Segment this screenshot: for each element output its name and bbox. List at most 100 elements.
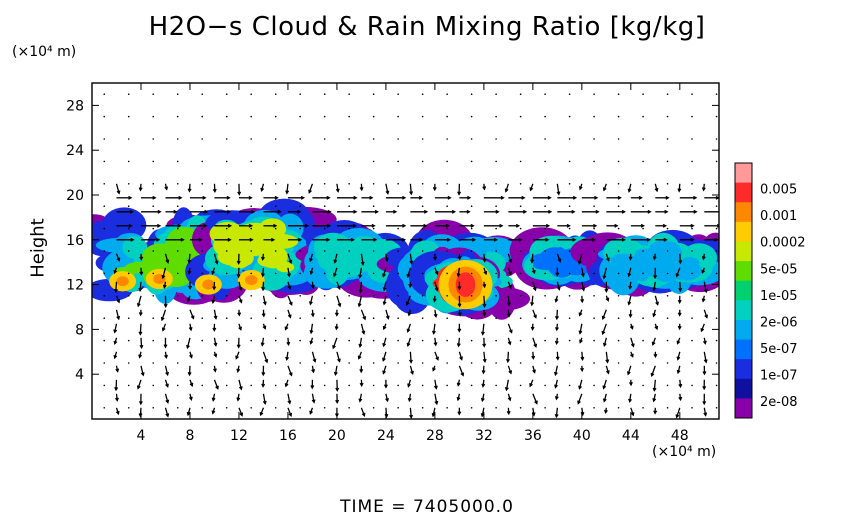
grid-dot: [103, 138, 106, 140]
grid-dot: [666, 362, 669, 364]
wind-arrowhead: [677, 325, 682, 331]
wind-arrowhead: [189, 354, 193, 359]
wind-arrowhead: [358, 343, 363, 348]
grid-dot: [176, 183, 179, 185]
wind-arrow: [286, 351, 289, 360]
grid-dot: [519, 295, 522, 297]
grid-dot: [103, 115, 106, 118]
grid-dot: [446, 362, 448, 364]
grid-dot: [103, 272, 106, 275]
wind-arrowhead: [556, 191, 561, 196]
grid-dot: [372, 362, 375, 364]
wind-arrowhead: [702, 371, 707, 376]
grid-dot: [617, 227, 620, 230]
wind-arrow: [703, 351, 707, 363]
grid-dot: [348, 272, 350, 275]
wind-arrowhead: [627, 301, 632, 306]
wind-arrowhead: [702, 386, 707, 391]
wind-arrowhead: [161, 274, 166, 280]
wind-arrow: [507, 365, 512, 374]
wind-arrow: [507, 323, 513, 333]
wind-arrowhead: [359, 369, 364, 374]
grid-dot: [397, 115, 399, 118]
wind-arrowhead: [471, 237, 477, 242]
wind-arrowhead: [652, 387, 657, 392]
wind-arrowhead: [507, 341, 512, 346]
wind-arrowhead: [402, 195, 407, 200]
grid-dot: [519, 407, 522, 409]
grid-dot: [715, 160, 718, 163]
wind-arrowhead: [483, 270, 488, 276]
wind-arrow: [432, 323, 436, 334]
wind-arrow: [603, 393, 607, 402]
grid-dot: [274, 407, 277, 409]
wind-arrowhead: [136, 385, 141, 390]
wind-arrowhead: [495, 209, 500, 214]
wind-arrowhead: [237, 312, 242, 317]
grid-dot: [372, 250, 375, 252]
grid-dot: [421, 339, 424, 342]
wind-arrowhead: [239, 412, 244, 417]
wind-arrowhead: [554, 298, 559, 303]
wind-arrowhead: [187, 188, 192, 193]
wind-arrowhead: [701, 187, 706, 192]
wind-arrowhead: [385, 315, 390, 320]
x-tick-label: 20: [328, 428, 346, 444]
colorbar-swatch: [735, 241, 752, 262]
wind-arrow: [383, 295, 387, 305]
grid-dot: [470, 205, 473, 207]
grid-dot: [544, 138, 546, 140]
wind-arrowhead: [700, 328, 705, 333]
wind-arrowhead: [165, 399, 170, 404]
wind-arrow: [359, 281, 363, 293]
grid-dot: [519, 317, 522, 320]
wind-arrowhead: [407, 312, 412, 317]
grid-dot: [176, 160, 179, 163]
wind-arrowhead: [235, 355, 239, 360]
wind-arrowhead: [652, 313, 657, 318]
grid-dot: [201, 227, 204, 230]
wind-arrowhead: [605, 297, 610, 302]
grid-dot: [519, 93, 522, 95]
wind-arrowhead: [116, 190, 121, 195]
grid-dot: [617, 93, 620, 95]
wind-arrowhead: [373, 237, 378, 242]
wind-arrowhead: [335, 387, 340, 392]
wind-arrow: [630, 337, 635, 347]
grid-dot: [127, 317, 130, 320]
wind-arrowhead: [521, 195, 526, 200]
grid-dot: [544, 295, 546, 297]
grid-dot: [421, 183, 424, 185]
wind-arrowhead: [211, 299, 216, 304]
wind-arrow: [628, 267, 632, 277]
grid-dot: [127, 295, 130, 297]
x-tick-label: 32: [475, 428, 493, 444]
grid-dot: [446, 317, 448, 320]
grid-dot: [372, 183, 375, 185]
wind-arrowhead: [647, 209, 652, 214]
grid-dot: [495, 407, 497, 409]
grid-dot: [666, 317, 669, 320]
y-axis-unit-label: (×10⁴ m): [12, 44, 77, 60]
colorbar-label: 5e-07: [760, 342, 798, 357]
colorbar-frame: [734, 162, 753, 419]
wind-arrowhead: [553, 371, 558, 377]
grid-dot: [470, 183, 473, 185]
wind-arrow: [532, 407, 535, 416]
wind-arrowhead: [591, 237, 596, 242]
wind-arrow: [578, 253, 583, 264]
wind-arrow: [115, 281, 118, 292]
wind-arrowhead: [701, 256, 706, 261]
wind-arrowhead: [236, 274, 241, 279]
grid-dot: [593, 227, 595, 230]
wind-arrow: [629, 393, 632, 402]
wind-arrowhead: [434, 270, 439, 276]
wind-arrow: [409, 365, 414, 375]
grid-dot: [201, 272, 204, 275]
grid-dot: [470, 138, 473, 140]
wind-arrowhead: [139, 256, 144, 261]
wind-arrow: [336, 183, 339, 192]
wind-arrowhead: [628, 398, 632, 404]
grid-dot: [666, 138, 669, 140]
wind-arrowhead: [188, 396, 193, 401]
